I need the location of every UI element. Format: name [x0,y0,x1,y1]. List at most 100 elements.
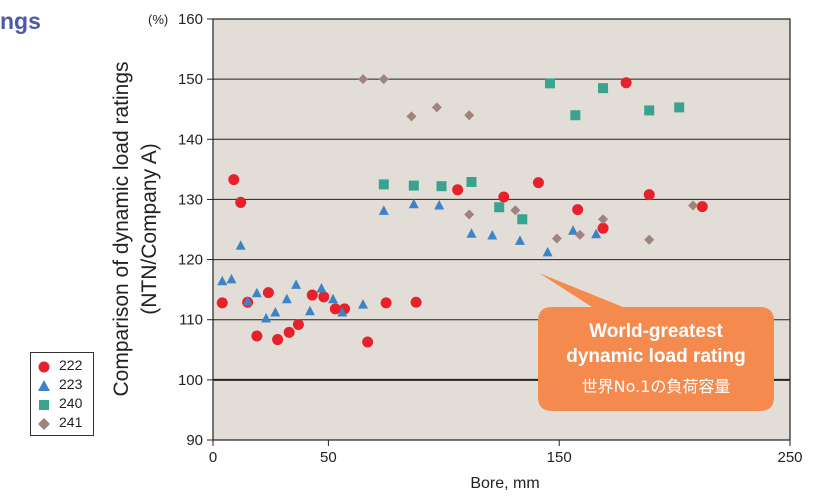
series-223 [217,198,602,323]
x-tick-label: 150 [547,449,572,466]
point-241 [464,209,475,220]
point-222 [532,177,544,189]
x-axis-label: Bore, mm [470,475,539,492]
plot-frame [212,18,791,441]
point-240 [378,179,389,190]
y-tick-label: 130 [178,191,203,208]
point-240 [544,78,555,89]
point-223 [358,299,369,309]
y-tick-label: 110 [179,312,203,329]
point-241 [644,234,655,245]
point-241 [358,74,369,85]
point-223 [217,275,228,286]
point-223 [316,282,327,293]
point-223 [514,235,525,245]
point-223 [226,273,237,284]
point-223 [466,228,477,238]
point-223 [235,240,246,250]
page-heading-fragment: ngs [0,8,41,34]
y-tick-label: 120 [178,252,203,269]
callout-line-1: World-greatest [589,321,723,342]
y-tick-label: 160 [178,11,203,28]
point-222 [216,297,228,309]
point-241 [464,110,475,121]
point-222 [228,174,240,186]
point-222 [283,326,295,338]
x-tick-label: 50 [320,449,337,466]
point-222 [597,222,609,234]
point-240 [570,110,581,121]
x-tick-label: 0 [209,449,217,466]
point-240 [517,214,528,225]
series-241 [358,74,699,245]
point-223 [291,279,302,289]
point-223 [261,313,272,323]
point-241 [574,229,585,240]
point-223 [408,198,419,209]
y-tick-label: 150 [178,71,203,88]
point-240 [466,176,477,187]
point-222 [452,184,464,196]
y-axis-label-line1: Comparison of dynamic load ratings [110,62,133,397]
point-222 [620,77,632,89]
callout-line-2: dynamic load rating [566,346,745,367]
legend-item-223: 223 [31,376,93,394]
point-223 [281,293,292,304]
diamond-marker-icon [38,418,50,430]
point-223 [270,306,281,317]
point-241 [431,102,442,113]
point-223 [242,296,253,306]
point-223 [378,205,389,215]
point-222 [498,191,510,203]
point-241 [598,214,609,225]
point-222 [362,336,374,348]
point-223 [251,287,262,298]
point-241 [510,205,521,216]
point-222 [318,291,330,303]
point-240 [494,202,505,213]
axis-ticks: 90 100 110 120 130 140 150 160 0 50 150 250 [178,11,803,466]
point-222 [380,297,392,309]
point-223 [434,199,445,210]
y-tick-label: 90 [186,432,203,449]
x-tick-label: 250 [777,449,802,466]
point-222 [251,330,263,342]
point-222 [696,201,708,213]
callout: World-greatest dynamic load rating 世界No.… [538,273,774,411]
point-222 [272,334,284,346]
point-223 [568,225,579,235]
data-points [216,74,708,348]
point-240 [644,105,655,116]
triangle-marker-icon [38,380,50,391]
legend-label: 223 [59,376,83,392]
square-marker-icon [39,400,49,410]
point-223 [304,305,315,316]
callout-bubble [538,273,774,411]
legend-label: 240 [59,395,83,411]
y-unit-label: (%) [148,12,168,27]
point-240 [408,180,419,191]
legend-item-240: 240 [31,395,93,413]
point-240 [598,83,609,94]
legend-label: 222 [59,357,83,373]
y-tick-label: 100 [178,372,203,389]
point-222 [306,289,318,301]
point-222 [235,196,247,208]
y-axis-label-line2: (NTN/Company A) [138,143,161,315]
point-241 [378,74,389,85]
point-222 [572,204,584,216]
series-222 [216,77,708,348]
point-222 [643,189,655,201]
point-241 [406,111,417,122]
y-tick-label: 140 [178,131,203,148]
point-240 [436,181,447,192]
point-222 [262,287,274,299]
point-222 [410,296,422,308]
callout-line-3: 世界No.1の負荷容量 [582,377,731,396]
point-223 [337,306,348,317]
point-240 [674,102,685,113]
circle-marker-icon [38,361,50,373]
point-223 [542,246,553,257]
point-241 [551,233,562,244]
